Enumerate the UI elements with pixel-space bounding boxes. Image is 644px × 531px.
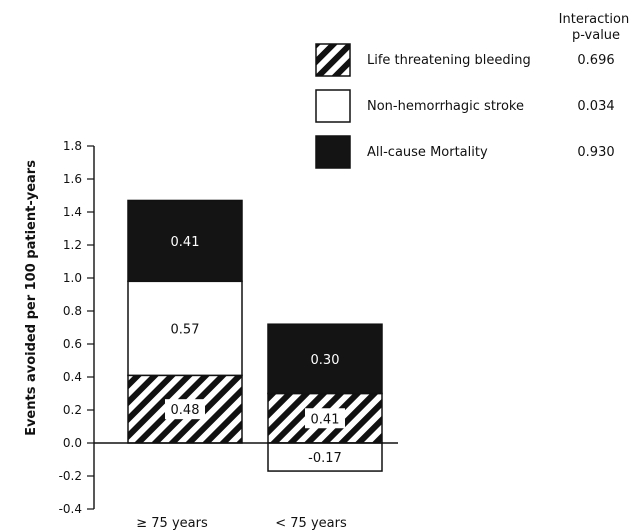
y-tick-label: 1.0	[63, 271, 82, 285]
bar-segment	[267, 442, 383, 472]
bar-segment	[127, 280, 243, 377]
y-tick-label: 0.0	[63, 436, 82, 450]
bar-segment	[127, 199, 243, 283]
data-label-background	[305, 408, 345, 429]
pvalue-header-line-1: Interaction	[559, 12, 630, 27]
y-tick-label: 1.2	[63, 238, 82, 252]
data-label: -0.17	[308, 451, 342, 466]
y-tick-label: 1.4	[63, 205, 82, 219]
y-tick-label: 1.6	[63, 172, 82, 186]
y-tick-label: 0.2	[63, 403, 82, 417]
pvalue-header: Interaction p-value	[559, 12, 634, 43]
category-label-1: ≥ 75 years	[136, 516, 208, 531]
plot-area: 0.48 0.57 0.41 0.41 -0.17 0.30	[93, 146, 398, 509]
y-tick-label: -0.4	[59, 502, 82, 516]
legend-label: Life threatening bleeding	[367, 53, 531, 68]
y-axis-label: Events avoided per 100 patient-years	[24, 160, 39, 436]
data-label-background	[165, 399, 205, 420]
legend-swatch	[315, 43, 351, 77]
bar-segment	[267, 323, 383, 395]
category-label-2: < 75 years	[275, 516, 347, 531]
data-label: 0.41	[311, 412, 340, 427]
legend: Life threatening bleeding 0.696 Non-hemorr…	[315, 43, 615, 169]
data-label: 0.30	[311, 353, 340, 368]
y-tick-label: -0.2	[59, 469, 82, 483]
data-label: 0.41	[171, 235, 200, 250]
legend-swatch	[315, 135, 351, 169]
pvalue-label: 0.930	[577, 145, 614, 160]
y-axis-ticks: 1.8 1.6 1.4 1.2 1.0 0.8 0.6 0.4 0.2 0.0 -0.2 -0.4	[59, 139, 94, 516]
y-tick-label: 0.6	[63, 337, 82, 351]
y-tick-label: 0.4	[63, 370, 82, 384]
y-tick-label: 0.8	[63, 304, 82, 318]
pvalue-label: 0.696	[577, 53, 614, 68]
legend-swatch	[315, 89, 351, 123]
legend-label: All-cause Mortality	[367, 145, 488, 160]
legend-label: Non-hemorrhagic stroke	[367, 99, 524, 114]
pvalue-label: 0.034	[577, 99, 614, 114]
y-tick-label: 1.8	[63, 139, 82, 153]
data-label: 0.57	[171, 322, 200, 337]
pvalue-header-line-2: p-value	[572, 28, 620, 43]
data-label: 0.48	[171, 403, 200, 418]
